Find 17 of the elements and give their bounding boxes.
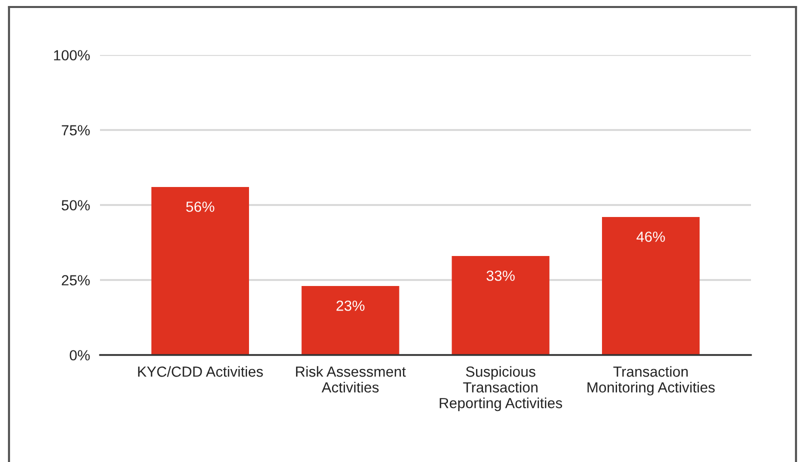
bar: [302, 286, 400, 355]
bar: [602, 217, 700, 355]
data-label: 56%: [186, 202, 214, 212]
x-tick-label: Transaction Monitoring Activities: [588, 366, 715, 396]
y-tick-label: 25%: [62, 275, 90, 286]
data-label: 33%: [486, 270, 515, 281]
x-tick-label: Suspicious Transaction Reporting Activities: [440, 366, 562, 412]
y-tick-label: 50%: [62, 200, 90, 210]
bar: [452, 256, 550, 355]
x-tick-label: Risk Assessment Activities: [296, 366, 406, 393]
data-label: 23%: [336, 300, 364, 311]
y-tick-label: 100%: [54, 50, 90, 60]
bar: [151, 187, 250, 355]
data-label: 46%: [636, 232, 665, 242]
y-tick-label: 0%: [70, 350, 90, 360]
y-tick-label: 75%: [62, 125, 90, 136]
x-tick-label: KYC/CDD Activities: [138, 366, 263, 377]
